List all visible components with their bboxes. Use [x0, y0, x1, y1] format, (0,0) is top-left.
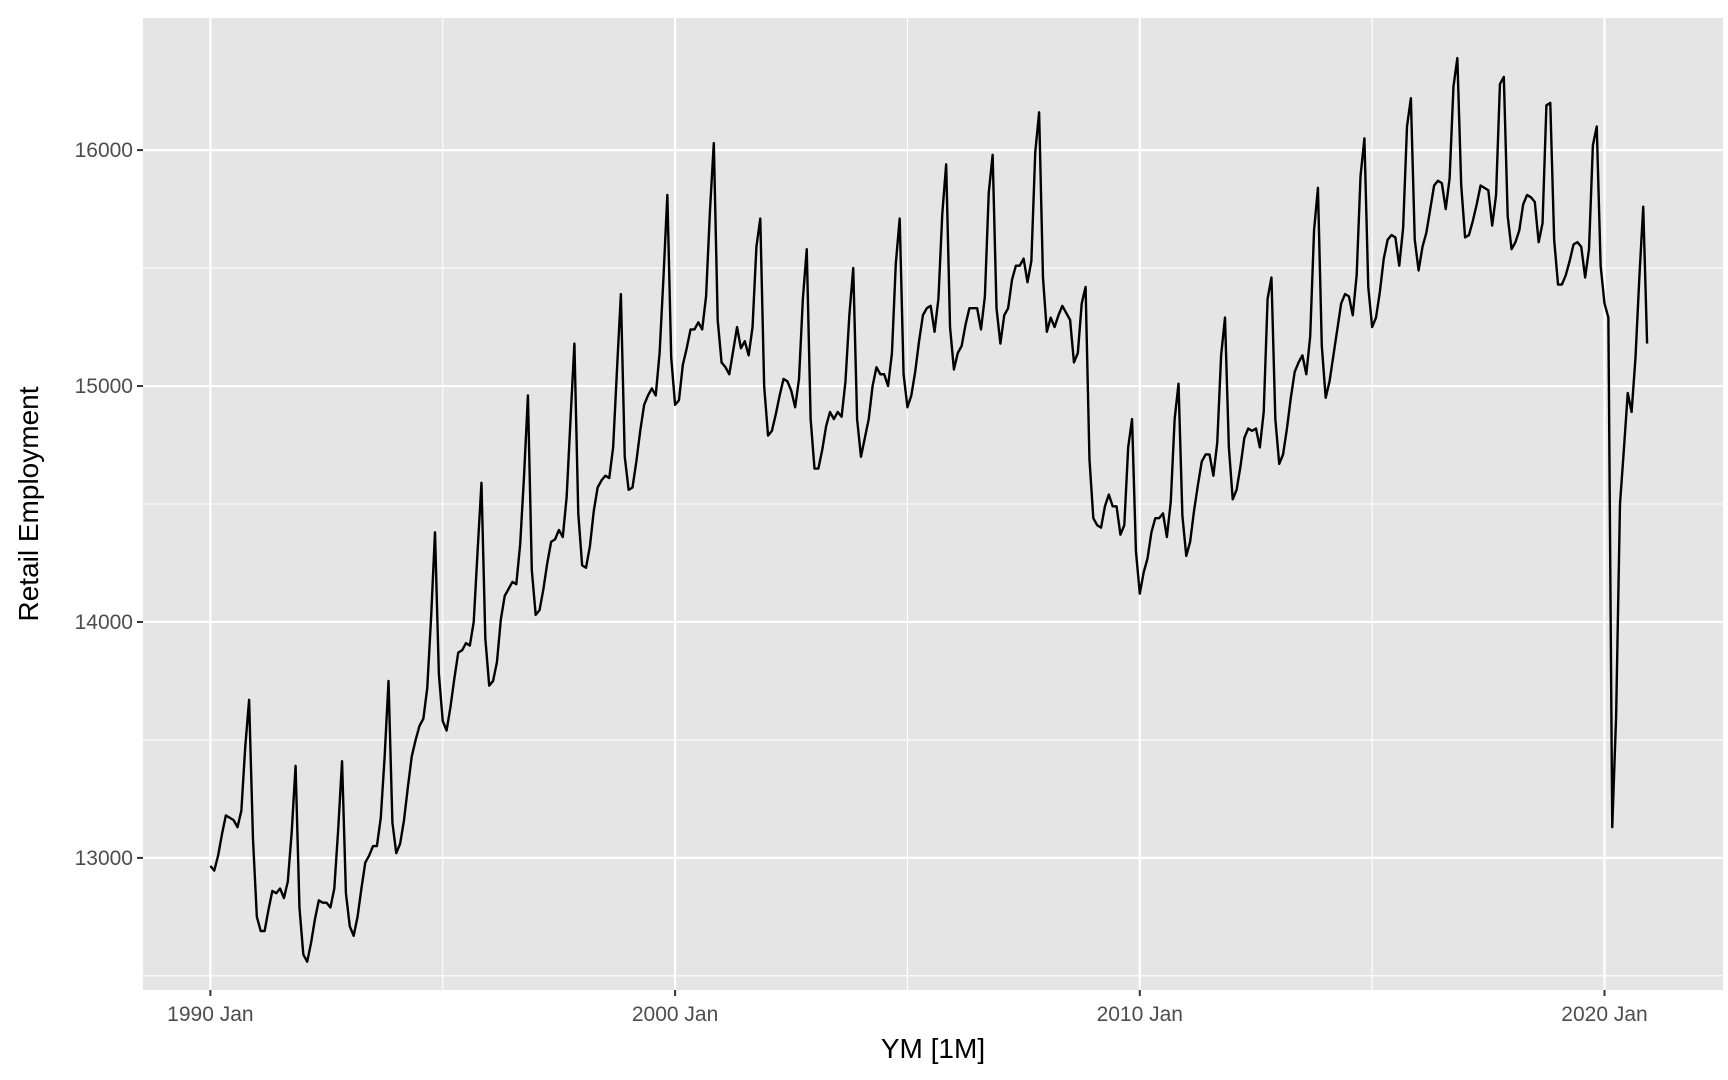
series-line	[209, 56, 1649, 963]
y-tick-label: 14000	[75, 611, 133, 634]
y-axis: 13000 14000 15000 16000	[75, 139, 143, 870]
y-tick-label: 16000	[75, 139, 133, 162]
minor-gridlines	[143, 18, 1723, 990]
y-axis-title: Retail Employment	[13, 386, 44, 621]
y-tick-label: 15000	[75, 375, 133, 398]
x-tick-label: 2000 Jan	[632, 1003, 718, 1026]
x-axis: 1990 Jan 2000 Jan 2010 Jan 2020 Jan	[167, 990, 1648, 1026]
x-tick-label: 2010 Jan	[1097, 1003, 1183, 1026]
x-tick-label: 1990 Jan	[167, 1003, 253, 1026]
x-axis-title: YM [1M]	[881, 1033, 985, 1064]
x-tick-label: 2020 Jan	[1561, 1003, 1647, 1026]
y-tick-label: 13000	[75, 847, 133, 870]
